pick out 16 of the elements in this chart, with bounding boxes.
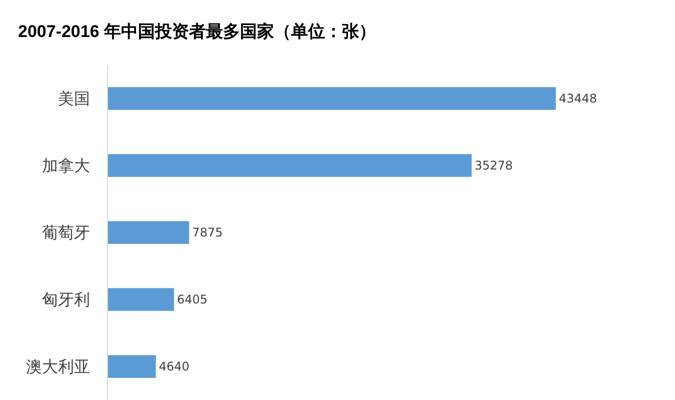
y-tick-label: 匈牙利 (42, 290, 90, 310)
bar (108, 154, 472, 177)
y-tick-label: 葡萄牙 (42, 223, 90, 242)
bar (108, 87, 556, 110)
y-tick-label: 加拿大 (42, 156, 90, 176)
data-label: 43448 (558, 92, 598, 106)
y-tick-label: 澳大利亚 (26, 357, 90, 376)
data-label: 35278 (474, 158, 513, 172)
y-tick-label: 美国 (58, 89, 90, 108)
bar (108, 221, 190, 244)
bar (108, 288, 174, 311)
data-label: 6405 (177, 292, 208, 306)
bar (108, 355, 156, 378)
chart-title: 2007-2016 年中国投资者最多国家（单位：张） (18, 22, 376, 41)
data-label: 4640 (158, 360, 190, 374)
data-label: 7875 (192, 226, 223, 240)
